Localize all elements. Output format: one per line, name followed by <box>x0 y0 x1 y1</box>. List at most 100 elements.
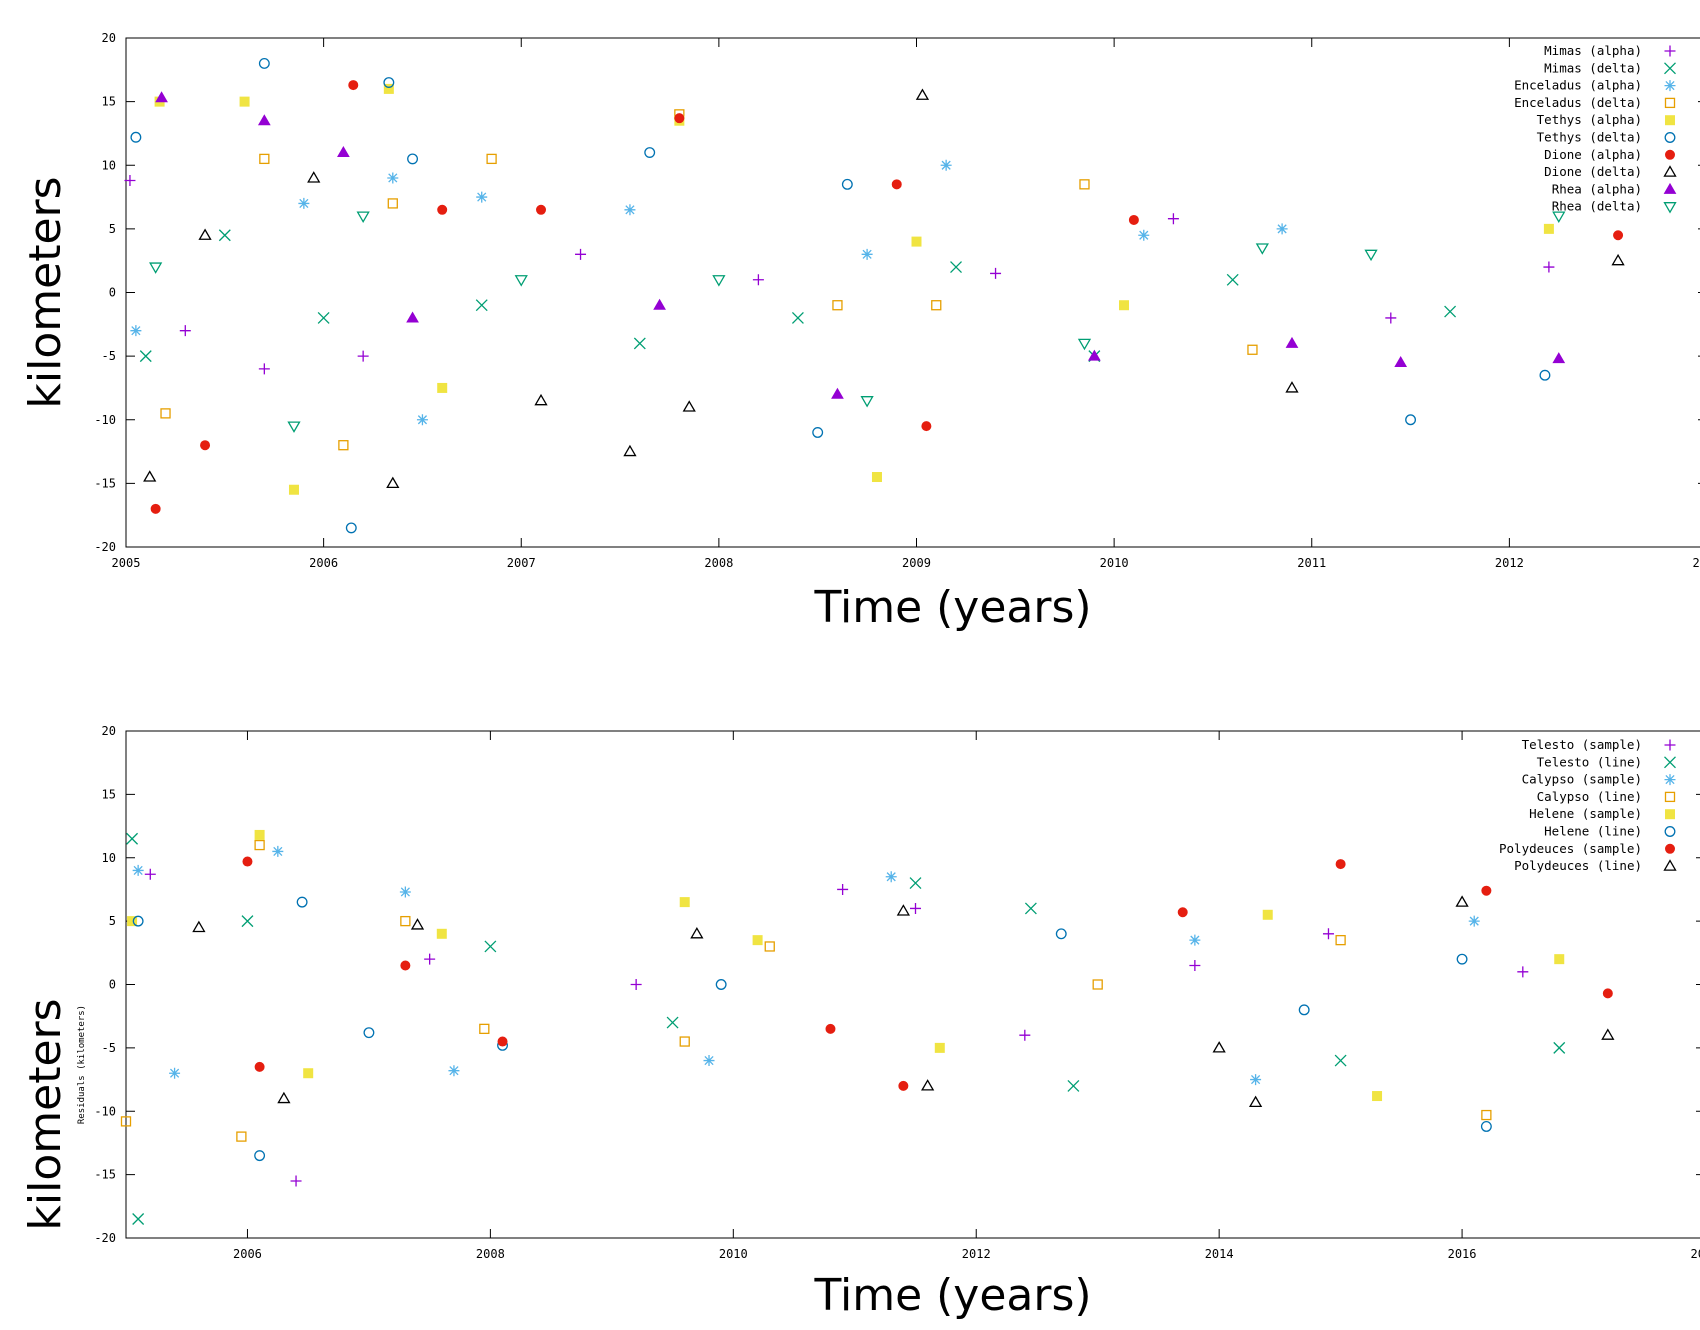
legend-label: Dione (alpha) <box>1544 147 1642 162</box>
legend-label: Enceladus (alpha) <box>1514 78 1642 93</box>
x-tick-label: 2012 <box>1495 556 1524 570</box>
marker-star <box>1189 934 1201 946</box>
marker-cross <box>317 311 330 324</box>
marker-plus <box>179 325 191 337</box>
marker-square <box>254 829 265 840</box>
y-tick-label: -5 <box>102 1041 116 1055</box>
marker-cross <box>1067 1079 1080 1092</box>
marker-plus <box>752 274 764 286</box>
marker-cross <box>633 337 646 350</box>
marker-triangle-down-open <box>514 275 528 287</box>
marker-square-open <box>259 153 270 165</box>
marker-plus <box>424 953 436 965</box>
marker-square-open <box>486 153 497 165</box>
y-tick-label: -20 <box>94 540 116 554</box>
y-axis-label: kilometers <box>20 998 71 1230</box>
y-tick-label: 10 <box>102 158 116 172</box>
marker-cross <box>1553 1041 1566 1054</box>
marker-triangle <box>1394 355 1408 367</box>
marker-square <box>127 916 138 927</box>
marker-square-open <box>764 941 775 952</box>
marker-triangle <box>1552 352 1566 364</box>
marker-triangle-open <box>623 444 637 457</box>
x-tick-label: 2009 <box>902 556 931 570</box>
marker-cross <box>950 261 962 274</box>
marker-triangle <box>1285 336 1299 348</box>
x-tick-label: 2013 <box>1693 556 1700 570</box>
marker-triangle-down-open <box>1552 211 1566 223</box>
marker-triangle-open <box>1248 1095 1263 1108</box>
legend-marker <box>1664 80 1676 92</box>
marker-triangle <box>337 146 350 158</box>
marker-star <box>298 197 310 209</box>
marker-circle-open <box>258 58 270 69</box>
legend-marker <box>1664 62 1676 75</box>
marker-plus <box>910 902 921 914</box>
marker-triangle <box>653 298 666 310</box>
marker-plus <box>575 248 587 260</box>
marker-triangle-open <box>277 1091 291 1104</box>
marker-triangle-down-open <box>287 421 301 433</box>
marker-plus <box>1385 312 1397 324</box>
legend-label: Tethys (alpha) <box>1537 112 1642 127</box>
marker-circle-open <box>132 915 144 927</box>
legend-marker <box>1664 45 1676 57</box>
x-axis-label: Time (years) <box>813 582 1091 633</box>
marker-circle <box>825 1023 836 1034</box>
x-axis-label: Time (years) <box>813 1270 1091 1321</box>
x-tick-label: 2016 <box>1448 1247 1477 1261</box>
marker-triangle-open <box>198 228 212 240</box>
marker-square <box>437 382 448 393</box>
legend-label: Rhea (alpha) <box>1552 181 1642 196</box>
marker-triangle-down-open <box>1255 243 1269 255</box>
y-axis-label: kilometers <box>20 176 71 408</box>
marker-circle <box>1613 230 1624 241</box>
marker-star <box>861 248 873 260</box>
marker-circle-open <box>254 1150 266 1162</box>
legend-label: Mimas (delta) <box>1544 60 1642 75</box>
marker-square <box>1554 954 1565 965</box>
marker-cross <box>132 1213 145 1225</box>
marker-triangle-open <box>1212 1041 1226 1053</box>
legend-marker <box>1664 97 1676 109</box>
marker-square <box>934 1042 945 1053</box>
marker-star <box>940 159 952 171</box>
legend-label: Polydeuces (sample) <box>1499 841 1642 856</box>
y-tick-label: -15 <box>94 476 116 490</box>
marker-plus <box>357 350 369 362</box>
legend-label: Helene (sample) <box>1529 806 1642 821</box>
marker-circle <box>1177 907 1188 918</box>
marker-circle <box>536 204 547 215</box>
marker-square-open <box>832 300 843 311</box>
marker-square-open <box>1481 1109 1492 1121</box>
marker-star <box>1250 1074 1262 1086</box>
marker-cross <box>139 350 152 363</box>
marker-circle-open <box>1539 369 1551 381</box>
marker-star <box>387 172 399 184</box>
marker-plus <box>258 363 270 375</box>
marker-circle-open <box>1480 1121 1492 1132</box>
marker-plus <box>837 883 849 895</box>
marker-circle <box>254 1061 265 1072</box>
legend-label: Calypso (line) <box>1537 789 1642 804</box>
y-tick-label: 0 <box>109 978 116 992</box>
x-tick-label: 2012 <box>962 1247 991 1261</box>
marker-square-open <box>931 300 942 311</box>
legend-marker <box>1664 826 1676 837</box>
marker-triangle <box>831 387 844 399</box>
marker-circle <box>898 1080 909 1091</box>
legend-label: Calypso (sample) <box>1522 772 1642 787</box>
marker-circle-open <box>812 427 824 438</box>
marker-triangle <box>406 311 419 323</box>
marker-circle-open <box>1405 414 1417 426</box>
legend-marker <box>1664 132 1676 143</box>
y-tick-label: 5 <box>109 914 116 928</box>
marker-cross <box>909 877 922 890</box>
marker-triangle-open <box>1285 381 1299 393</box>
marker-plus <box>290 1175 302 1187</box>
marker-star <box>272 845 284 857</box>
marker-square <box>752 935 763 946</box>
marker-plus <box>630 979 642 990</box>
marker-circle <box>1481 885 1492 896</box>
marker-circle <box>242 856 253 867</box>
